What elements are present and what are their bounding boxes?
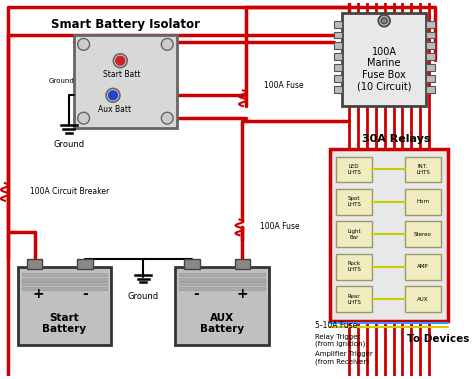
Bar [22,273,107,276]
Text: Horn: Horn [417,199,429,204]
Text: Start
Battery: Start Battery [42,313,86,334]
Bar [334,75,342,82]
Bar [426,21,435,28]
Bar [179,282,264,285]
Bar [337,254,372,280]
Text: Spot
LHTS: Spot LHTS [347,196,361,207]
Circle shape [113,54,127,67]
Bar [426,31,435,39]
Bar [22,287,107,290]
Text: 100A Circuit Breaker: 100A Circuit Breaker [29,188,109,196]
Text: Ground: Ground [128,292,159,301]
Text: Ground: Ground [53,140,84,149]
Text: INT.
LHTS: INT. LHTS [416,164,430,175]
Text: 100A Fuse: 100A Fuse [260,222,300,231]
Bar [74,34,177,128]
Bar [27,259,42,269]
Text: +: + [32,287,44,301]
Bar [342,13,426,106]
Text: Aux Batt: Aux Batt [99,105,132,114]
Circle shape [106,88,120,102]
Bar [22,277,107,280]
Text: Rear
LHTS: Rear LHTS [347,294,361,305]
Text: Light
Bar: Light Bar [347,229,361,240]
Circle shape [109,91,118,100]
Text: AMP: AMP [417,264,429,269]
Bar [179,287,264,290]
Bar [235,259,250,269]
Bar [334,21,342,28]
Bar [77,259,93,269]
Text: -: - [82,287,88,301]
Bar [18,267,111,345]
Bar [426,53,435,60]
Bar [405,254,441,280]
Text: 30A Relays: 30A Relays [362,134,431,144]
Bar [334,42,342,49]
Text: Ground: Ground [49,78,75,84]
Bar [22,282,107,285]
Bar [426,86,435,92]
Bar [334,53,342,60]
Circle shape [116,56,125,65]
Bar [405,157,441,182]
Bar [337,157,372,182]
Text: 100A Fuse: 100A Fuse [264,81,303,90]
Circle shape [161,39,173,50]
Bar [405,287,441,312]
Bar [175,267,269,345]
Bar [334,64,342,71]
Text: Start Batt: Start Batt [103,70,141,79]
Text: Stereo: Stereo [414,232,432,237]
Text: 5-10A Fuse: 5-10A Fuse [315,321,357,330]
Text: Rock
LHTS: Rock LHTS [347,262,361,272]
Text: Amplifier Trigger
(from Receiver): Amplifier Trigger (from Receiver) [315,351,373,365]
Bar [405,189,441,215]
Bar [179,273,264,276]
Text: LED
LHTS: LED LHTS [347,164,361,175]
Circle shape [161,112,173,124]
Bar [337,287,372,312]
Bar [334,31,342,39]
Bar [337,221,372,247]
Text: To Devices: To Devices [407,334,469,343]
Bar [334,86,342,92]
Text: Smart Battery Isolator: Smart Battery Isolator [51,18,200,31]
Circle shape [381,18,387,24]
Text: -: - [193,287,199,301]
Text: AUX: AUX [417,297,429,302]
Text: AUX
Battery: AUX Battery [200,313,244,334]
Bar [329,149,447,321]
Circle shape [78,112,90,124]
Bar [405,221,441,247]
Bar [426,42,435,49]
Text: Relay Trigger
(from Ignition): Relay Trigger (from Ignition) [315,334,365,347]
Bar [184,259,200,269]
Bar [337,189,372,215]
Bar [179,277,264,280]
Bar [426,64,435,71]
Text: 100A
Marine
Fuse Box
(10 Circuit): 100A Marine Fuse Box (10 Circuit) [357,47,411,91]
Circle shape [78,39,90,50]
Text: +: + [237,287,248,301]
Bar [426,75,435,82]
Circle shape [378,15,390,27]
